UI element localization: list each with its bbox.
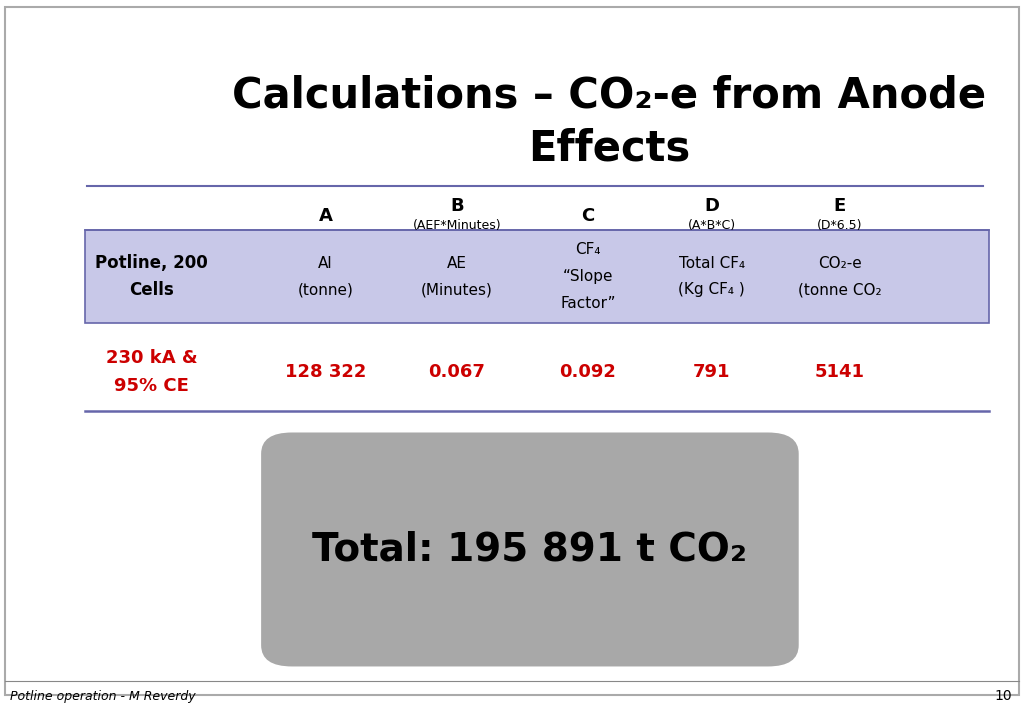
Text: 791: 791 — [693, 363, 730, 381]
Text: Total CF₄: Total CF₄ — [679, 255, 744, 271]
Text: D: D — [705, 196, 719, 215]
Text: 95% CE: 95% CE — [114, 377, 189, 396]
FancyBboxPatch shape — [5, 7, 1019, 695]
Text: (D*6.5): (D*6.5) — [817, 219, 862, 232]
Text: (tonne CO₂: (tonne CO₂ — [798, 282, 882, 298]
Text: (AEF*Minutes): (AEF*Minutes) — [413, 219, 501, 232]
Text: 128 322: 128 322 — [285, 363, 367, 381]
Text: CF₄: CF₄ — [575, 242, 600, 257]
Text: (Kg CF₄ ): (Kg CF₄ ) — [678, 282, 745, 298]
Text: 10: 10 — [994, 689, 1012, 703]
FancyBboxPatch shape — [85, 230, 989, 323]
Text: 0.067: 0.067 — [428, 363, 485, 381]
Text: 0.092: 0.092 — [559, 363, 616, 381]
Text: B: B — [450, 196, 464, 215]
Text: Cells: Cells — [129, 281, 174, 299]
Text: 230 kA &: 230 kA & — [105, 349, 198, 367]
Text: E: E — [834, 196, 846, 215]
Text: (A*B*C): (A*B*C) — [688, 219, 735, 232]
Text: C: C — [582, 207, 594, 225]
Text: Al: Al — [318, 255, 333, 271]
Text: Potline, 200: Potline, 200 — [95, 254, 208, 272]
Text: CO₂-e: CO₂-e — [818, 255, 861, 271]
FancyBboxPatch shape — [261, 432, 799, 666]
Text: 5141: 5141 — [815, 363, 864, 381]
Text: AE: AE — [446, 255, 467, 271]
Text: Potline operation - M Reverdy: Potline operation - M Reverdy — [10, 690, 196, 703]
Text: Calculations – CO₂-e from Anode: Calculations – CO₂-e from Anode — [232, 74, 986, 117]
Text: Factor”: Factor” — [560, 296, 615, 311]
Text: Total: 195 891 t CO₂: Total: 195 891 t CO₂ — [312, 530, 748, 569]
Text: A: A — [318, 207, 333, 225]
Text: (tonne): (tonne) — [298, 282, 353, 298]
Text: Effects: Effects — [528, 128, 690, 170]
Text: “Slope: “Slope — [562, 269, 613, 284]
Text: (Minutes): (Minutes) — [421, 282, 493, 298]
